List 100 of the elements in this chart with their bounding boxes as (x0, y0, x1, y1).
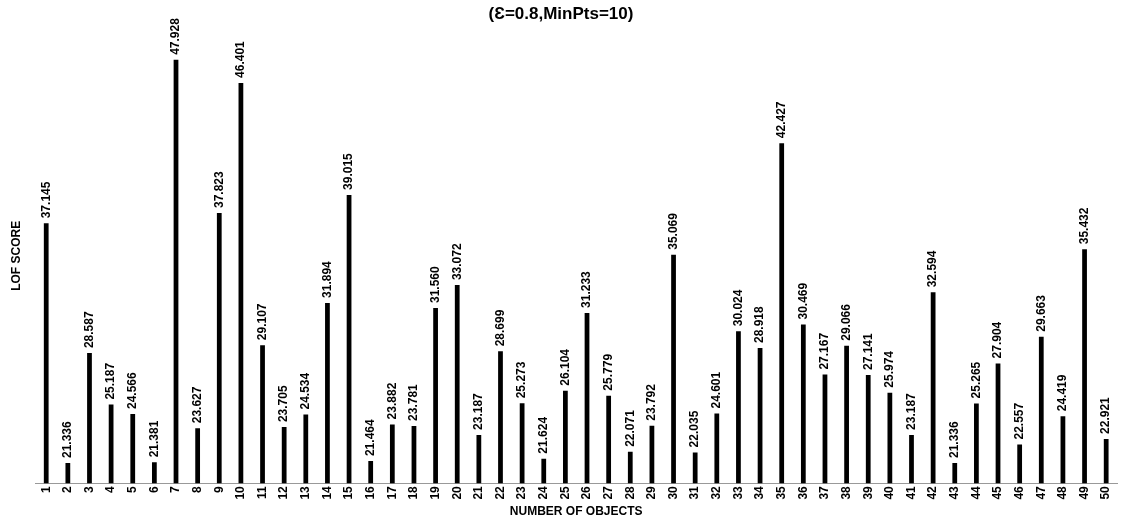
x-tick-label: 16 (363, 485, 378, 500)
data-label: 24.601 (709, 371, 724, 409)
x-tick-label: 21 (471, 485, 486, 500)
x-tick-label: 28 (622, 485, 637, 500)
x-tick-label: 12 (276, 485, 291, 500)
data-label: 30.469 (795, 282, 810, 320)
data-label: 21.336 (947, 420, 962, 458)
x-tick-label: 6 (146, 485, 161, 493)
data-label: 23.781 (406, 383, 421, 421)
x-tick-label: 43 (947, 485, 962, 500)
data-label: 26.104 (557, 348, 572, 386)
data-label: 31.233 (579, 270, 594, 308)
chart-title: (Ɛ=0.8,MinPts=10) (488, 3, 634, 23)
x-tick-label: 5 (125, 485, 140, 493)
data-label: 25.265 (968, 361, 983, 399)
x-tick-label: 4 (103, 485, 118, 493)
data-label: 47.928 (168, 17, 183, 55)
x-tick-label: 48 (1055, 485, 1070, 500)
x-tick-label: 10 (233, 485, 248, 500)
x-tick-label: 33 (730, 485, 745, 500)
x-tick-label: 40 (882, 485, 897, 500)
x-tick-label: 19 (427, 485, 442, 500)
data-label: 21.336 (60, 420, 75, 458)
data-label: 46.401 (233, 40, 248, 78)
data-label: 22.071 (622, 409, 637, 447)
data-label: 23.705 (276, 385, 291, 423)
x-tick-label: 24 (536, 485, 551, 500)
data-label: 22.921 (1098, 396, 1113, 434)
x-tick-label: 3 (81, 485, 96, 493)
data-label: 29.066 (838, 303, 853, 341)
data-label: 39.015 (341, 152, 356, 190)
x-tick-label: 15 (341, 485, 356, 500)
data-label: 24.419 (1055, 374, 1070, 412)
x-tick-label: 2 (60, 485, 75, 493)
data-label: 35.432 (1076, 207, 1091, 245)
x-tick-label: 13 (298, 485, 313, 500)
data-label: 30.024 (730, 289, 745, 327)
data-label: 22.035 (687, 410, 702, 448)
x-tick-label: 44 (968, 485, 983, 500)
x-tick-label: 49 (1076, 485, 1091, 500)
x-tick-label: 45 (990, 485, 1005, 500)
data-label: 27.167 (817, 332, 832, 370)
data-label: 25.974 (882, 350, 897, 388)
data-label: 23.187 (903, 392, 918, 430)
x-tick-label: 8 (189, 485, 204, 493)
data-label: 32.594 (925, 250, 940, 288)
data-label: 25.779 (600, 353, 615, 391)
data-label: 33.072 (449, 243, 464, 281)
x-tick-label: 1 (38, 485, 53, 493)
data-label: 23.792 (644, 383, 659, 421)
x-tick-label: 22 (492, 485, 507, 500)
data-label: 23.882 (384, 382, 399, 420)
data-label: 28.587 (81, 311, 96, 349)
x-tick-label: 17 (384, 485, 399, 500)
x-tick-label: 35 (774, 485, 789, 500)
data-label: 37.823 (211, 171, 226, 209)
x-tick-label: 11 (254, 485, 269, 499)
x-tick-label: 41 (903, 485, 918, 500)
x-tick-label: 29 (644, 485, 659, 500)
data-label: 21.624 (536, 416, 551, 454)
x-tick-label: 47 (1033, 485, 1048, 500)
x-tick-label: 32 (709, 485, 724, 500)
data-label: 25.187 (103, 362, 118, 400)
x-tick-label: 27 (600, 485, 615, 500)
data-label: 21.464 (363, 419, 378, 457)
x-tick-label: 42 (925, 485, 940, 500)
x-tick-label: 26 (579, 485, 594, 500)
y-axis-title: LOF SCORE (8, 220, 23, 291)
x-tick-label: 34 (752, 485, 767, 500)
data-label: 21.381 (146, 420, 161, 458)
x-tick-label: 20 (449, 485, 464, 500)
data-label: 25.273 (514, 361, 529, 399)
x-tick-label: 14 (319, 485, 334, 500)
data-label: 24.566 (125, 371, 140, 410)
data-label: 31.894 (319, 260, 334, 298)
data-label: 29.663 (1033, 294, 1048, 332)
x-tick-label: 23 (514, 485, 529, 500)
x-tick-label: 18 (406, 485, 421, 500)
x-tick-label: 25 (557, 485, 572, 500)
data-label: 28.918 (752, 306, 767, 344)
x-tick-label: 9 (211, 485, 226, 493)
data-label: 27.904 (990, 321, 1005, 359)
x-tick-label: 46 (1011, 485, 1026, 500)
data-label: 23.187 (471, 392, 486, 430)
data-label: 23.627 (189, 386, 204, 424)
data-label: 22.557 (1011, 402, 1026, 440)
x-tick-label: 50 (1098, 485, 1113, 500)
x-tick-label: 37 (817, 485, 832, 500)
x-axis-title: NUMBER OF OBJECTS (509, 504, 643, 519)
data-label: 42.427 (774, 101, 789, 139)
data-label: 27.141 (860, 332, 875, 370)
x-tick-label: 7 (168, 485, 183, 493)
data-label: 28.699 (492, 309, 507, 347)
x-tick-label: 38 (838, 485, 853, 500)
data-label: 24.534 (298, 372, 313, 410)
data-label: 37.145 (38, 181, 53, 219)
x-tick-label: 36 (795, 485, 810, 500)
x-tick-label: 30 (665, 485, 680, 500)
data-label: 35.069 (665, 212, 680, 250)
x-tick-label: 31 (687, 485, 702, 500)
